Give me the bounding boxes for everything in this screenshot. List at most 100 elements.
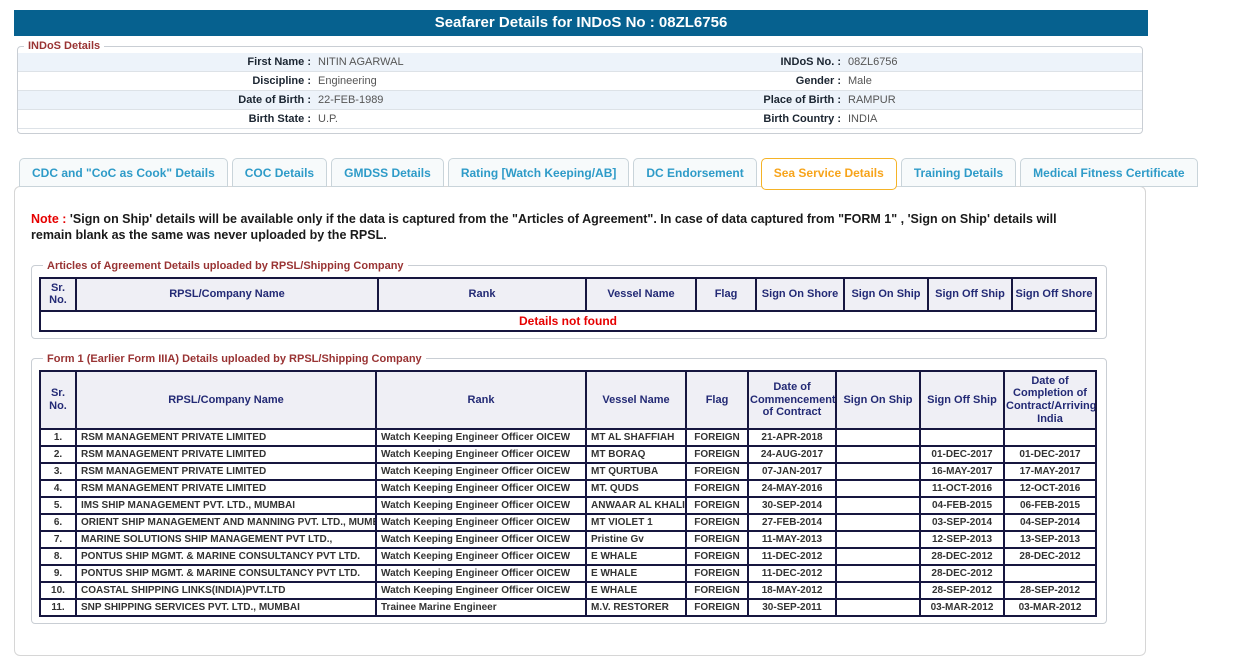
cell-sign-off-ship: 28-DEC-2012 — [919, 547, 1005, 567]
cell-commencement: 11-DEC-2012 — [747, 547, 837, 567]
tab-coc-details[interactable]: COC Details — [231, 158, 328, 187]
col-sr-no: Sr. No. — [39, 369, 77, 431]
cell-sign-on-ship — [835, 564, 921, 584]
cell-completion: 13-SEP-2013 — [1003, 530, 1097, 550]
cell-completion: 28-SEP-2012 — [1003, 581, 1097, 601]
cell-commencement: 24-AUG-2017 — [747, 445, 837, 465]
cell-flag: FOREIGN — [685, 445, 749, 465]
table-row: 1. RSM MANAGEMENT PRIVATE LIMITED Watch … — [39, 428, 1097, 448]
cell-rank: Watch Keeping Engineer Officer OICEW — [375, 513, 587, 533]
cell-completion: 12-OCT-2016 — [1003, 479, 1097, 499]
cell-commencement: 11-MAY-2013 — [747, 530, 837, 550]
table-row: 11. SNP SHIPPING SERVICES PVT. LTD., MUM… — [39, 598, 1097, 618]
cell-sign-on-ship — [835, 547, 921, 567]
cell-flag: FOREIGN — [685, 530, 749, 550]
field-value: Engineering — [318, 75, 377, 87]
cell-sign-off-ship: 28-DEC-2012 — [919, 564, 1005, 584]
col-sign-on-ship: Sign On Ship — [835, 369, 921, 431]
cell-sr-no: 1. — [39, 428, 77, 448]
cell-sign-off-ship — [919, 428, 1005, 448]
cell-sign-on-ship — [835, 479, 921, 499]
cell-sign-off-ship: 01-DEC-2017 — [919, 445, 1005, 465]
articles-of-agreement-table: Sr. No. RPSL/Company Name Rank Vessel Na… — [39, 276, 1097, 332]
field-value: RAMPUR — [848, 94, 896, 106]
cell-rank: Watch Keeping Engineer Officer OICEW — [375, 581, 587, 601]
cell-vessel: MT QURTUBA — [585, 462, 687, 482]
cell-rank: Watch Keeping Engineer Officer OICEW — [375, 547, 587, 567]
cell-sign-on-ship — [835, 496, 921, 516]
cell-sr-no: 3. — [39, 462, 77, 482]
table-row: 10. COASTAL SHIPPING LINKS(INDIA)PVT.LTD… — [39, 581, 1097, 601]
col-sr-no: Sr. No. — [39, 276, 77, 312]
table-row: 5. IMS SHIP MANAGEMENT PVT. LTD., MUMBAI… — [39, 496, 1097, 516]
tab-cdc-and-coc-as-cook-details[interactable]: CDC and "CoC as Cook" Details — [19, 158, 228, 187]
field-label: First Name : — [247, 56, 311, 68]
details-not-found-message: Details not found — [39, 309, 1097, 332]
table-row: 6. ORIENT SHIP MANAGEMENT AND MANNING PV… — [39, 513, 1097, 533]
tab-label: COC Details — [244, 166, 315, 180]
col-flag: Flag — [685, 369, 749, 431]
tab-rating-watch-keeping-ab[interactable]: Rating [Watch Keeping/AB] — [447, 158, 630, 187]
col-completion: Date of Completion of Contract/Arriving … — [1003, 369, 1097, 431]
cell-sign-on-ship — [835, 462, 921, 482]
cell-vessel: MT. QUDS — [585, 479, 687, 499]
indos-detail-row: Date of Birth : 22-FEB-1989 Place of Bir… — [18, 91, 1142, 110]
tab-training-details[interactable]: Training Details — [900, 158, 1017, 187]
cell-sign-on-ship — [835, 530, 921, 550]
cell-commencement: 07-JAN-2017 — [747, 462, 837, 482]
cell-rank: Watch Keeping Engineer Officer OICEW — [375, 496, 587, 516]
cell-completion — [1003, 564, 1097, 584]
cell-completion: 01-DEC-2017 — [1003, 445, 1097, 465]
cell-sr-no: 5. — [39, 496, 77, 516]
cell-commencement: 21-APR-2018 — [747, 428, 837, 448]
note-body: 'Sign on Ship' details will be available… — [31, 212, 1057, 243]
cell-completion — [1003, 428, 1097, 448]
tab-dc-endorsement[interactable]: DC Endorsement — [633, 158, 757, 187]
field-label: Date of Birth : — [238, 94, 311, 106]
cell-flag: FOREIGN — [685, 462, 749, 482]
cell-sr-no: 10. — [39, 581, 77, 601]
col-rank: Rank — [377, 276, 587, 312]
tab-label: CDC and "CoC as Cook" Details — [32, 166, 215, 180]
tab-label: Sea Service Details — [773, 166, 884, 180]
form1-header-row: Sr. No. RPSL/Company Name Rank Vessel Na… — [39, 369, 1097, 431]
tab-label: Rating [Watch Keeping/AB] — [460, 166, 617, 180]
tab-content-area: CDC and "CoC as Cook" Details COC Detail… — [14, 158, 1198, 656]
cell-flag: FOREIGN — [685, 428, 749, 448]
indos-details-rows: First Name : NITIN AGARWAL INDoS No. : 0… — [18, 53, 1142, 129]
col-company: RPSL/Company Name — [75, 276, 379, 312]
cell-completion: 04-SEP-2014 — [1003, 513, 1097, 533]
cell-rank: Watch Keeping Engineer Officer OICEW — [375, 564, 587, 584]
cell-commencement: 11-DEC-2012 — [747, 564, 837, 584]
field-value: NITIN AGARWAL — [318, 56, 404, 68]
tab-gmdss-details[interactable]: GMDSS Details — [331, 158, 444, 187]
tab-label: DC Endorsement — [646, 166, 744, 180]
field-label: Gender : — [795, 75, 841, 87]
tab-label: Training Details — [913, 166, 1004, 180]
cell-sr-no: 9. — [39, 564, 77, 584]
table-row: 3. RSM MANAGEMENT PRIVATE LIMITED Watch … — [39, 462, 1097, 482]
tab-label: Medical Fitness Certificate — [1033, 166, 1185, 180]
col-sign-off-shore: Sign Off Shore — [1011, 276, 1097, 312]
tab-medical-fitness-certificate[interactable]: Medical Fitness Certificate — [1020, 158, 1198, 187]
cell-vessel: MT AL SHAFFIAH — [585, 428, 687, 448]
cell-commencement: 30-SEP-2014 — [747, 496, 837, 516]
tab-sea-service-details[interactable]: Sea Service Details — [760, 158, 897, 190]
col-commencement: Date of Commencement of Contract — [747, 369, 837, 431]
cell-completion: 17-MAY-2017 — [1003, 462, 1097, 482]
cell-vessel: M.V. RESTORER — [585, 598, 687, 618]
col-vessel: Vessel Name — [585, 276, 697, 312]
cell-company: RSM MANAGEMENT PRIVATE LIMITED — [75, 462, 377, 482]
cell-vessel: MT BORAQ — [585, 445, 687, 465]
cell-sign-on-ship — [835, 428, 921, 448]
field-value: U.P. — [318, 113, 338, 125]
cell-vessel: Pristine Gv — [585, 530, 687, 550]
table-row: 7. MARINE SOLUTIONS SHIP MANAGEMENT PVT … — [39, 530, 1097, 550]
cell-rank: Watch Keeping Engineer Officer OICEW — [375, 479, 587, 499]
cell-rank: Watch Keeping Engineer Officer OICEW — [375, 462, 587, 482]
cell-commencement: 18-MAY-2012 — [747, 581, 837, 601]
tabs: CDC and "CoC as Cook" Details COC Detail… — [14, 158, 1198, 190]
tab-label: GMDSS Details — [344, 166, 431, 180]
cell-sr-no: 8. — [39, 547, 77, 567]
cell-company: IMS SHIP MANAGEMENT PVT. LTD., MUMBAI — [75, 496, 377, 516]
